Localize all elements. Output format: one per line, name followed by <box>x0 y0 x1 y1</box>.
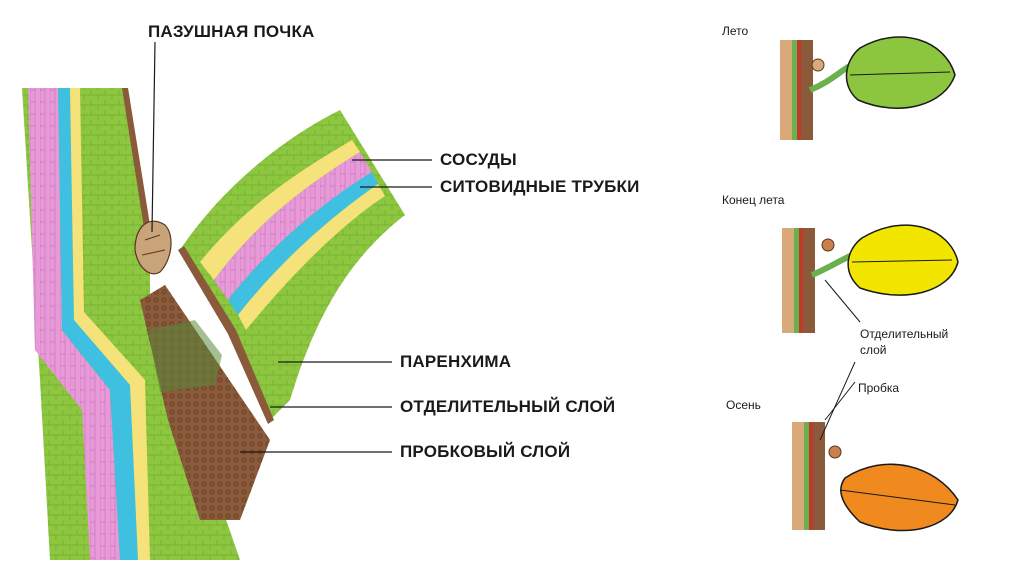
leader-lines <box>151 41 432 453</box>
label-separating-layer-small: Отделительный слой <box>860 327 949 357</box>
label-late-summer: Конец лета <box>722 193 785 207</box>
label-cork-layer: ПРОБКОВЫЙ СЛОЙ <box>400 442 571 461</box>
label-parenchyma: ПАРЕНХИМА <box>400 352 512 371</box>
petiole <box>178 110 405 424</box>
label-vessels: СОСУДЫ <box>440 150 517 169</box>
stage-leader-lines <box>819 279 861 441</box>
stage-late-summer <box>782 224 959 333</box>
axillary-bud <box>134 220 172 275</box>
label-autumn: Осень <box>726 398 761 412</box>
stage-summer <box>780 36 956 140</box>
label-sieve-tubes: СИТОВИДНЫЕ ТРУБКИ <box>440 177 640 196</box>
cork-layer <box>140 285 270 520</box>
label-cork-small: Пробка <box>858 381 900 395</box>
label-axillary-bud: ПАЗУШНАЯ ПОЧКА <box>148 22 315 41</box>
label-summer: Лето <box>722 24 749 38</box>
label-separating-layer: ОТДЕЛИТЕЛЬНЫЙ СЛОЙ <box>400 397 616 416</box>
stage-autumn <box>792 422 959 532</box>
